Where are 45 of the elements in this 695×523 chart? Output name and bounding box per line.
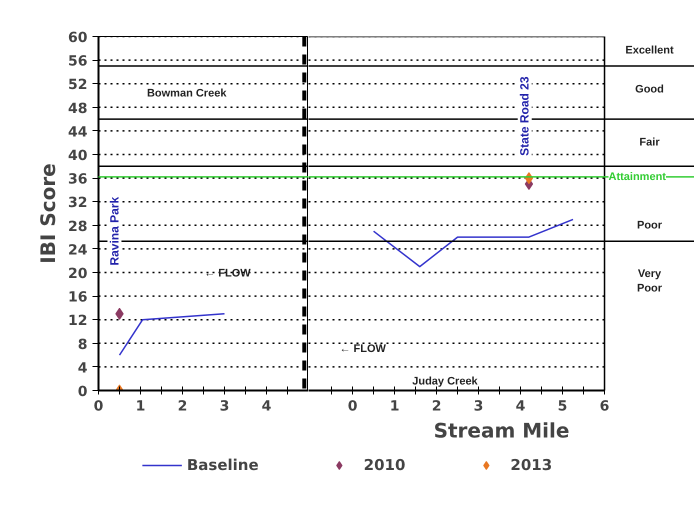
y-tick-label: 44 bbox=[68, 124, 88, 140]
annotation: ← FLOW bbox=[339, 343, 386, 356]
y-tick-label: 40 bbox=[68, 148, 88, 164]
x-tick-label: 2 bbox=[432, 398, 442, 414]
y-tick-label: 60 bbox=[68, 30, 88, 46]
annotation: Juday Creek bbox=[412, 376, 479, 388]
annotation: ← FLOW bbox=[204, 268, 252, 280]
y-tick-label: 16 bbox=[68, 290, 88, 306]
x-tick-label: 2 bbox=[178, 398, 188, 414]
annotation: Bowman Creek bbox=[146, 88, 228, 100]
y-tick-label: 28 bbox=[68, 218, 88, 235]
y-tick-label: 48 bbox=[68, 100, 88, 117]
x-tick-label: 1 bbox=[136, 398, 146, 414]
y-tick-label: 4 bbox=[78, 360, 88, 376]
text: Fair bbox=[639, 136, 660, 149]
y-tick-label: 24 bbox=[68, 242, 88, 258]
annotation: Ravina Park bbox=[107, 196, 122, 266]
text: Very Poor bbox=[636, 268, 663, 295]
ref-line-label: Attainment bbox=[608, 170, 666, 183]
y-tick-label: 56 bbox=[68, 54, 88, 70]
x-tick-label: 4 bbox=[262, 398, 272, 414]
legend-label: Baseline bbox=[186, 456, 259, 474]
annotation: State Road 23 bbox=[518, 76, 532, 156]
text: Good bbox=[635, 84, 664, 96]
x-tick-label: 0 bbox=[94, 398, 104, 414]
x-tick-label: 1 bbox=[390, 398, 400, 414]
text: Excellent bbox=[625, 44, 674, 57]
y-tick-label: 20 bbox=[68, 266, 88, 282]
x-tick-label: 3 bbox=[220, 398, 230, 414]
x-axis-title: Stream Mile bbox=[434, 418, 570, 442]
x-tick-label: 4 bbox=[516, 398, 526, 414]
y-axis-title: IBI Score bbox=[36, 163, 60, 264]
legend-label: 2013 bbox=[510, 456, 552, 474]
x-tick-label: 0 bbox=[348, 398, 358, 414]
text: Poor bbox=[636, 219, 663, 232]
y-tick-label: 36 bbox=[68, 172, 88, 188]
y-tick-label: 32 bbox=[68, 195, 88, 212]
y-tick-label: 0 bbox=[78, 384, 88, 400]
x-tick-label: 6 bbox=[600, 398, 610, 414]
y-tick-label: 8 bbox=[78, 336, 88, 353]
x-tick-label: 3 bbox=[474, 398, 484, 414]
legend-label: 2010 bbox=[364, 456, 406, 474]
y-tick-label: 52 bbox=[68, 77, 88, 94]
x-tick-label: 5 bbox=[558, 398, 568, 414]
y-tick-label: 12 bbox=[68, 313, 88, 330]
